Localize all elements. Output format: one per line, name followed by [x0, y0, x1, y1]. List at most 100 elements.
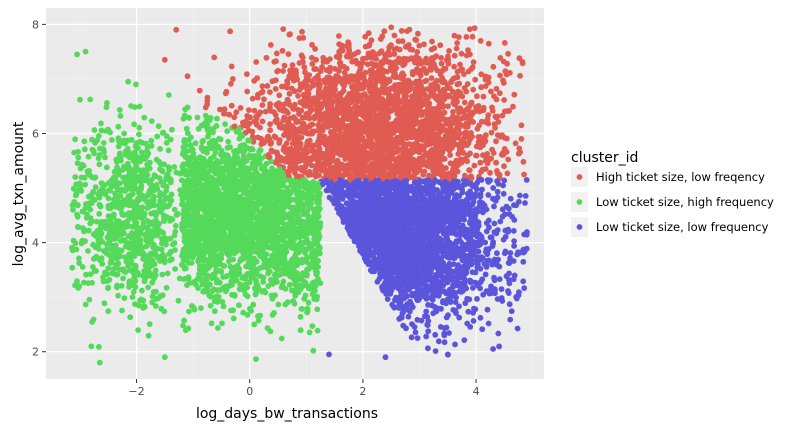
data-point	[251, 321, 258, 328]
data-point	[425, 345, 431, 352]
data-point	[280, 278, 287, 285]
data-point	[466, 167, 472, 174]
data-point	[250, 301, 257, 308]
data-point	[251, 107, 258, 114]
data-point	[447, 85, 453, 92]
data-point	[465, 68, 472, 75]
data-point	[91, 127, 98, 133]
data-point	[169, 126, 175, 133]
data-point	[83, 271, 89, 278]
data-point	[217, 106, 223, 113]
data-point	[309, 323, 316, 329]
data-point	[285, 51, 292, 57]
data-point	[456, 314, 463, 321]
data-point	[314, 327, 321, 334]
data-point	[521, 171, 527, 178]
data-point	[471, 162, 478, 169]
data-point	[341, 63, 347, 70]
data-point	[228, 63, 235, 70]
data-point	[469, 64, 476, 71]
data-point	[225, 138, 232, 145]
data-point	[246, 107, 252, 113]
data-point	[395, 38, 402, 45]
data-point	[297, 81, 304, 87]
data-point	[458, 50, 465, 57]
data-point	[480, 107, 487, 114]
data-point	[365, 50, 372, 57]
data-point	[165, 147, 172, 154]
data-point	[285, 151, 291, 158]
data-point	[493, 85, 500, 92]
data-point	[78, 240, 85, 247]
data-point	[338, 46, 345, 52]
data-point	[518, 136, 525, 142]
data-point	[446, 330, 452, 336]
data-point	[219, 298, 226, 305]
data-point	[482, 271, 489, 278]
data-point	[520, 278, 527, 285]
data-point	[152, 303, 159, 309]
data-point	[214, 115, 220, 122]
data-point	[418, 317, 425, 324]
data-point	[307, 122, 314, 128]
data-point	[437, 42, 444, 49]
data-points	[69, 24, 530, 366]
data-point	[149, 293, 156, 300]
data-point	[510, 228, 517, 234]
data-point	[221, 110, 228, 117]
data-point	[391, 51, 398, 57]
data-point	[261, 96, 267, 103]
data-point	[466, 26, 473, 33]
data-point	[414, 49, 421, 55]
data-point	[259, 83, 266, 90]
data-point	[362, 33, 369, 40]
data-point	[136, 131, 142, 138]
data-point	[148, 210, 155, 217]
data-point	[85, 248, 91, 254]
data-point	[90, 188, 97, 195]
data-point	[259, 102, 266, 108]
data-point	[128, 103, 135, 109]
data-point	[231, 114, 238, 121]
data-point	[388, 24, 395, 31]
data-point	[501, 97, 507, 103]
data-point	[320, 54, 327, 61]
data-point	[517, 72, 523, 79]
data-point	[515, 150, 522, 157]
data-point	[396, 316, 403, 322]
data-point	[424, 321, 431, 328]
data-point	[497, 72, 503, 79]
data-point	[147, 159, 153, 166]
data-point	[257, 312, 263, 319]
data-point	[368, 37, 375, 44]
data-point	[438, 60, 445, 67]
data-point	[396, 46, 403, 53]
data-point	[139, 287, 145, 294]
data-point	[409, 304, 416, 310]
data-point	[272, 112, 279, 118]
data-point	[485, 179, 492, 185]
data-point	[254, 94, 261, 101]
data-point	[269, 165, 275, 172]
data-point	[87, 206, 94, 213]
data-point	[130, 282, 137, 289]
data-point	[441, 330, 448, 337]
data-point	[75, 154, 82, 161]
data-point	[285, 110, 291, 116]
data-point	[405, 173, 412, 179]
data-point	[520, 158, 527, 165]
data-point	[257, 273, 264, 279]
data-point	[72, 192, 79, 199]
data-point	[253, 121, 260, 128]
data-point	[398, 28, 405, 34]
data-point	[109, 270, 116, 277]
data-point	[490, 150, 497, 156]
data-point	[159, 271, 166, 278]
data-point	[495, 256, 501, 263]
data-point	[170, 241, 176, 248]
data-point	[230, 256, 237, 263]
data-point	[445, 103, 451, 110]
data-point	[297, 313, 304, 320]
data-point	[244, 88, 251, 95]
data-point	[98, 127, 105, 134]
